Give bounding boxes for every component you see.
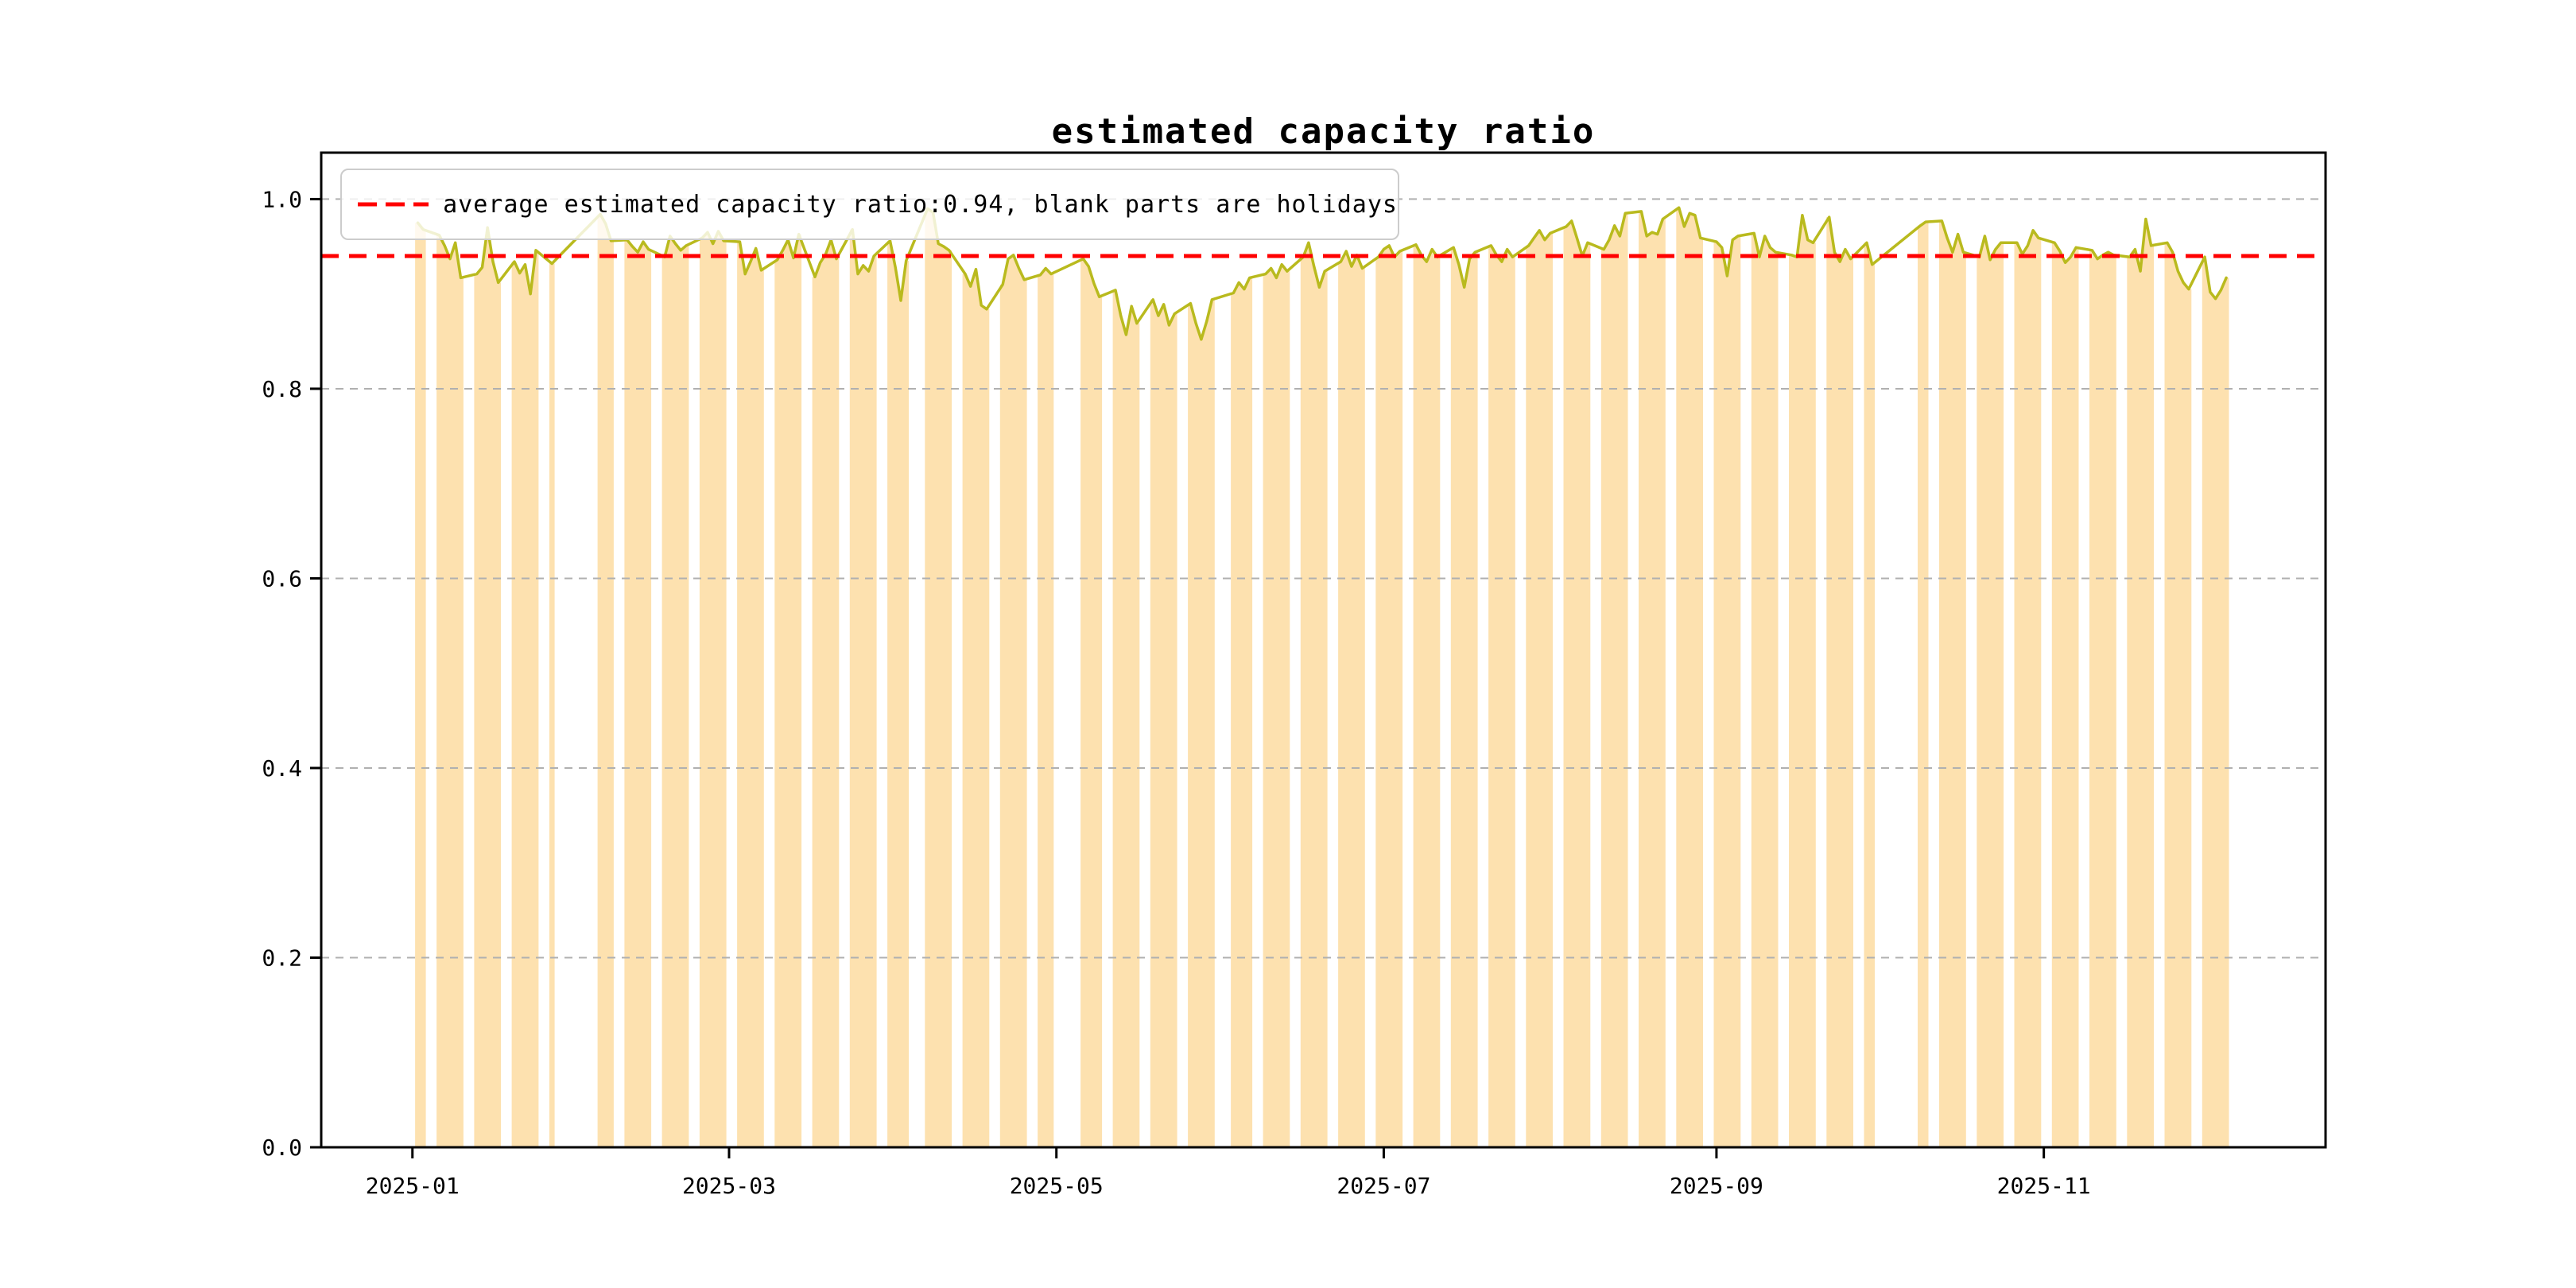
y-tick-label: 0.8 [262,376,302,402]
x-tick-label: 2025-01 [366,1173,460,1199]
x-tick-label: 2025-11 [1997,1173,2091,1199]
legend: average estimated capacity ratio:0.94, b… [340,169,1399,240]
x-tick-label: 2025-03 [682,1173,776,1199]
y-tick-label: 1.0 [262,186,302,212]
y-tick-label: 0.0 [262,1135,302,1161]
x-tick-label: 2025-07 [1336,1173,1430,1199]
y-tick-label: 0.2 [262,945,302,971]
plot-border [320,151,2327,1149]
x-tick-label: 2025-05 [1010,1173,1104,1199]
y-tick-label: 0.4 [262,755,302,782]
x-tick-label: 2025-09 [1670,1173,1763,1199]
chart-title: estimated capacity ratio [1051,111,1596,152]
legend-label: average estimated capacity ratio:0.94, b… [443,190,1398,219]
capacity-ratio-line [416,206,2228,341]
legend-red-dashed-line-icon [358,202,429,207]
workday-area-fill [415,208,2229,1148]
y-tick-label: 0.6 [262,565,302,592]
